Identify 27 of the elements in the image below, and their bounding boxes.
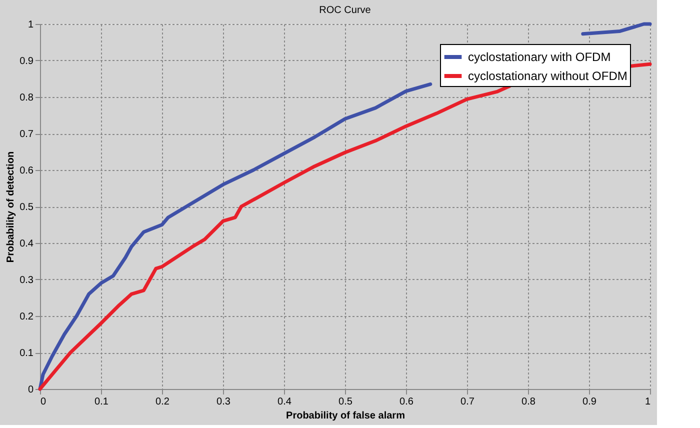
y-tick-label: 0.5 xyxy=(20,202,34,213)
y-tick-label: 0.7 xyxy=(20,129,34,140)
x-tick-label: 0.8 xyxy=(522,396,536,408)
y-tick-label: 0 xyxy=(28,384,34,396)
legend-label: cyclostationary without OFDM xyxy=(468,69,628,83)
y-tick-label: 0.1 xyxy=(20,348,34,359)
y-tick-label: 0.2 xyxy=(20,312,34,322)
x-tick-label: 0.5 xyxy=(338,396,353,408)
x-tick-label: 0.4 xyxy=(278,396,292,408)
x-tick-label: 0.1 xyxy=(94,396,109,408)
x-tick-label: 0.3 xyxy=(216,396,231,408)
y-axis-title: Probability of detection xyxy=(6,151,17,263)
x-tick-label: 0 xyxy=(40,396,46,408)
y-tick-label: 1 xyxy=(28,20,34,30)
x-tick-label: 0.7 xyxy=(460,396,475,408)
x-tick-label: 0.2 xyxy=(156,396,170,408)
x-axis-title: Probability of false alarm xyxy=(286,410,406,422)
y-tick-label: 0.8 xyxy=(20,92,34,104)
x-tick-label: 1 xyxy=(644,396,651,408)
y-tick-label: 0.3 xyxy=(20,275,34,286)
chart-title: ROC Curve xyxy=(319,5,372,16)
x-tick-label: 0.6 xyxy=(400,396,414,408)
y-tick-label: 0.9 xyxy=(20,56,34,67)
legend-label: cyclostationary with OFDM xyxy=(468,50,611,64)
y-tick-label: 0.6 xyxy=(20,166,34,176)
x-tick-label: 0.9 xyxy=(582,396,597,408)
y-tick-label: 0.4 xyxy=(20,238,34,250)
